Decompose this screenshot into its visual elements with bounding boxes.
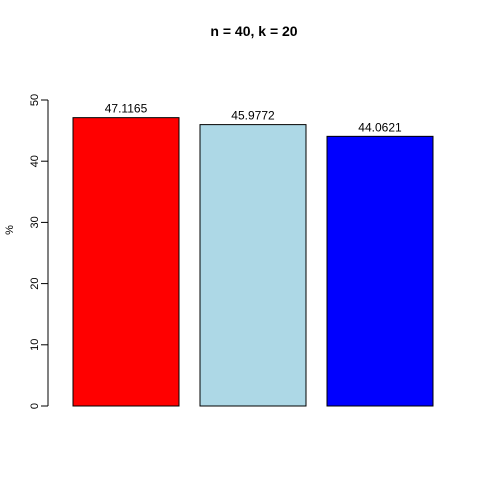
bar-value-label-2: 45.9772	[231, 109, 275, 123]
bar-2	[199, 124, 307, 407]
bars-group	[72, 117, 434, 407]
y-axis-label: %	[4, 225, 16, 235]
bar-1	[72, 117, 180, 407]
bar-value-label-1: 47.1165	[105, 102, 148, 116]
y-axis: 0 10 20 30 40 50	[29, 94, 49, 409]
bar-value-label-3: 44.0621	[358, 120, 402, 134]
y-tick-label-5: 50	[29, 94, 41, 106]
y-tick-label-0: 0	[29, 403, 41, 409]
y-tick-label-3: 30	[29, 216, 41, 228]
y-tick-label-4: 40	[29, 155, 41, 167]
y-tick-label-2: 20	[29, 277, 41, 289]
y-tick-label-1: 10	[29, 339, 41, 351]
data-labels-group: 47.1165 45.9772 44.0621	[105, 102, 402, 135]
bar-3	[326, 135, 434, 407]
chart-title: n = 40, k = 20	[210, 23, 297, 39]
